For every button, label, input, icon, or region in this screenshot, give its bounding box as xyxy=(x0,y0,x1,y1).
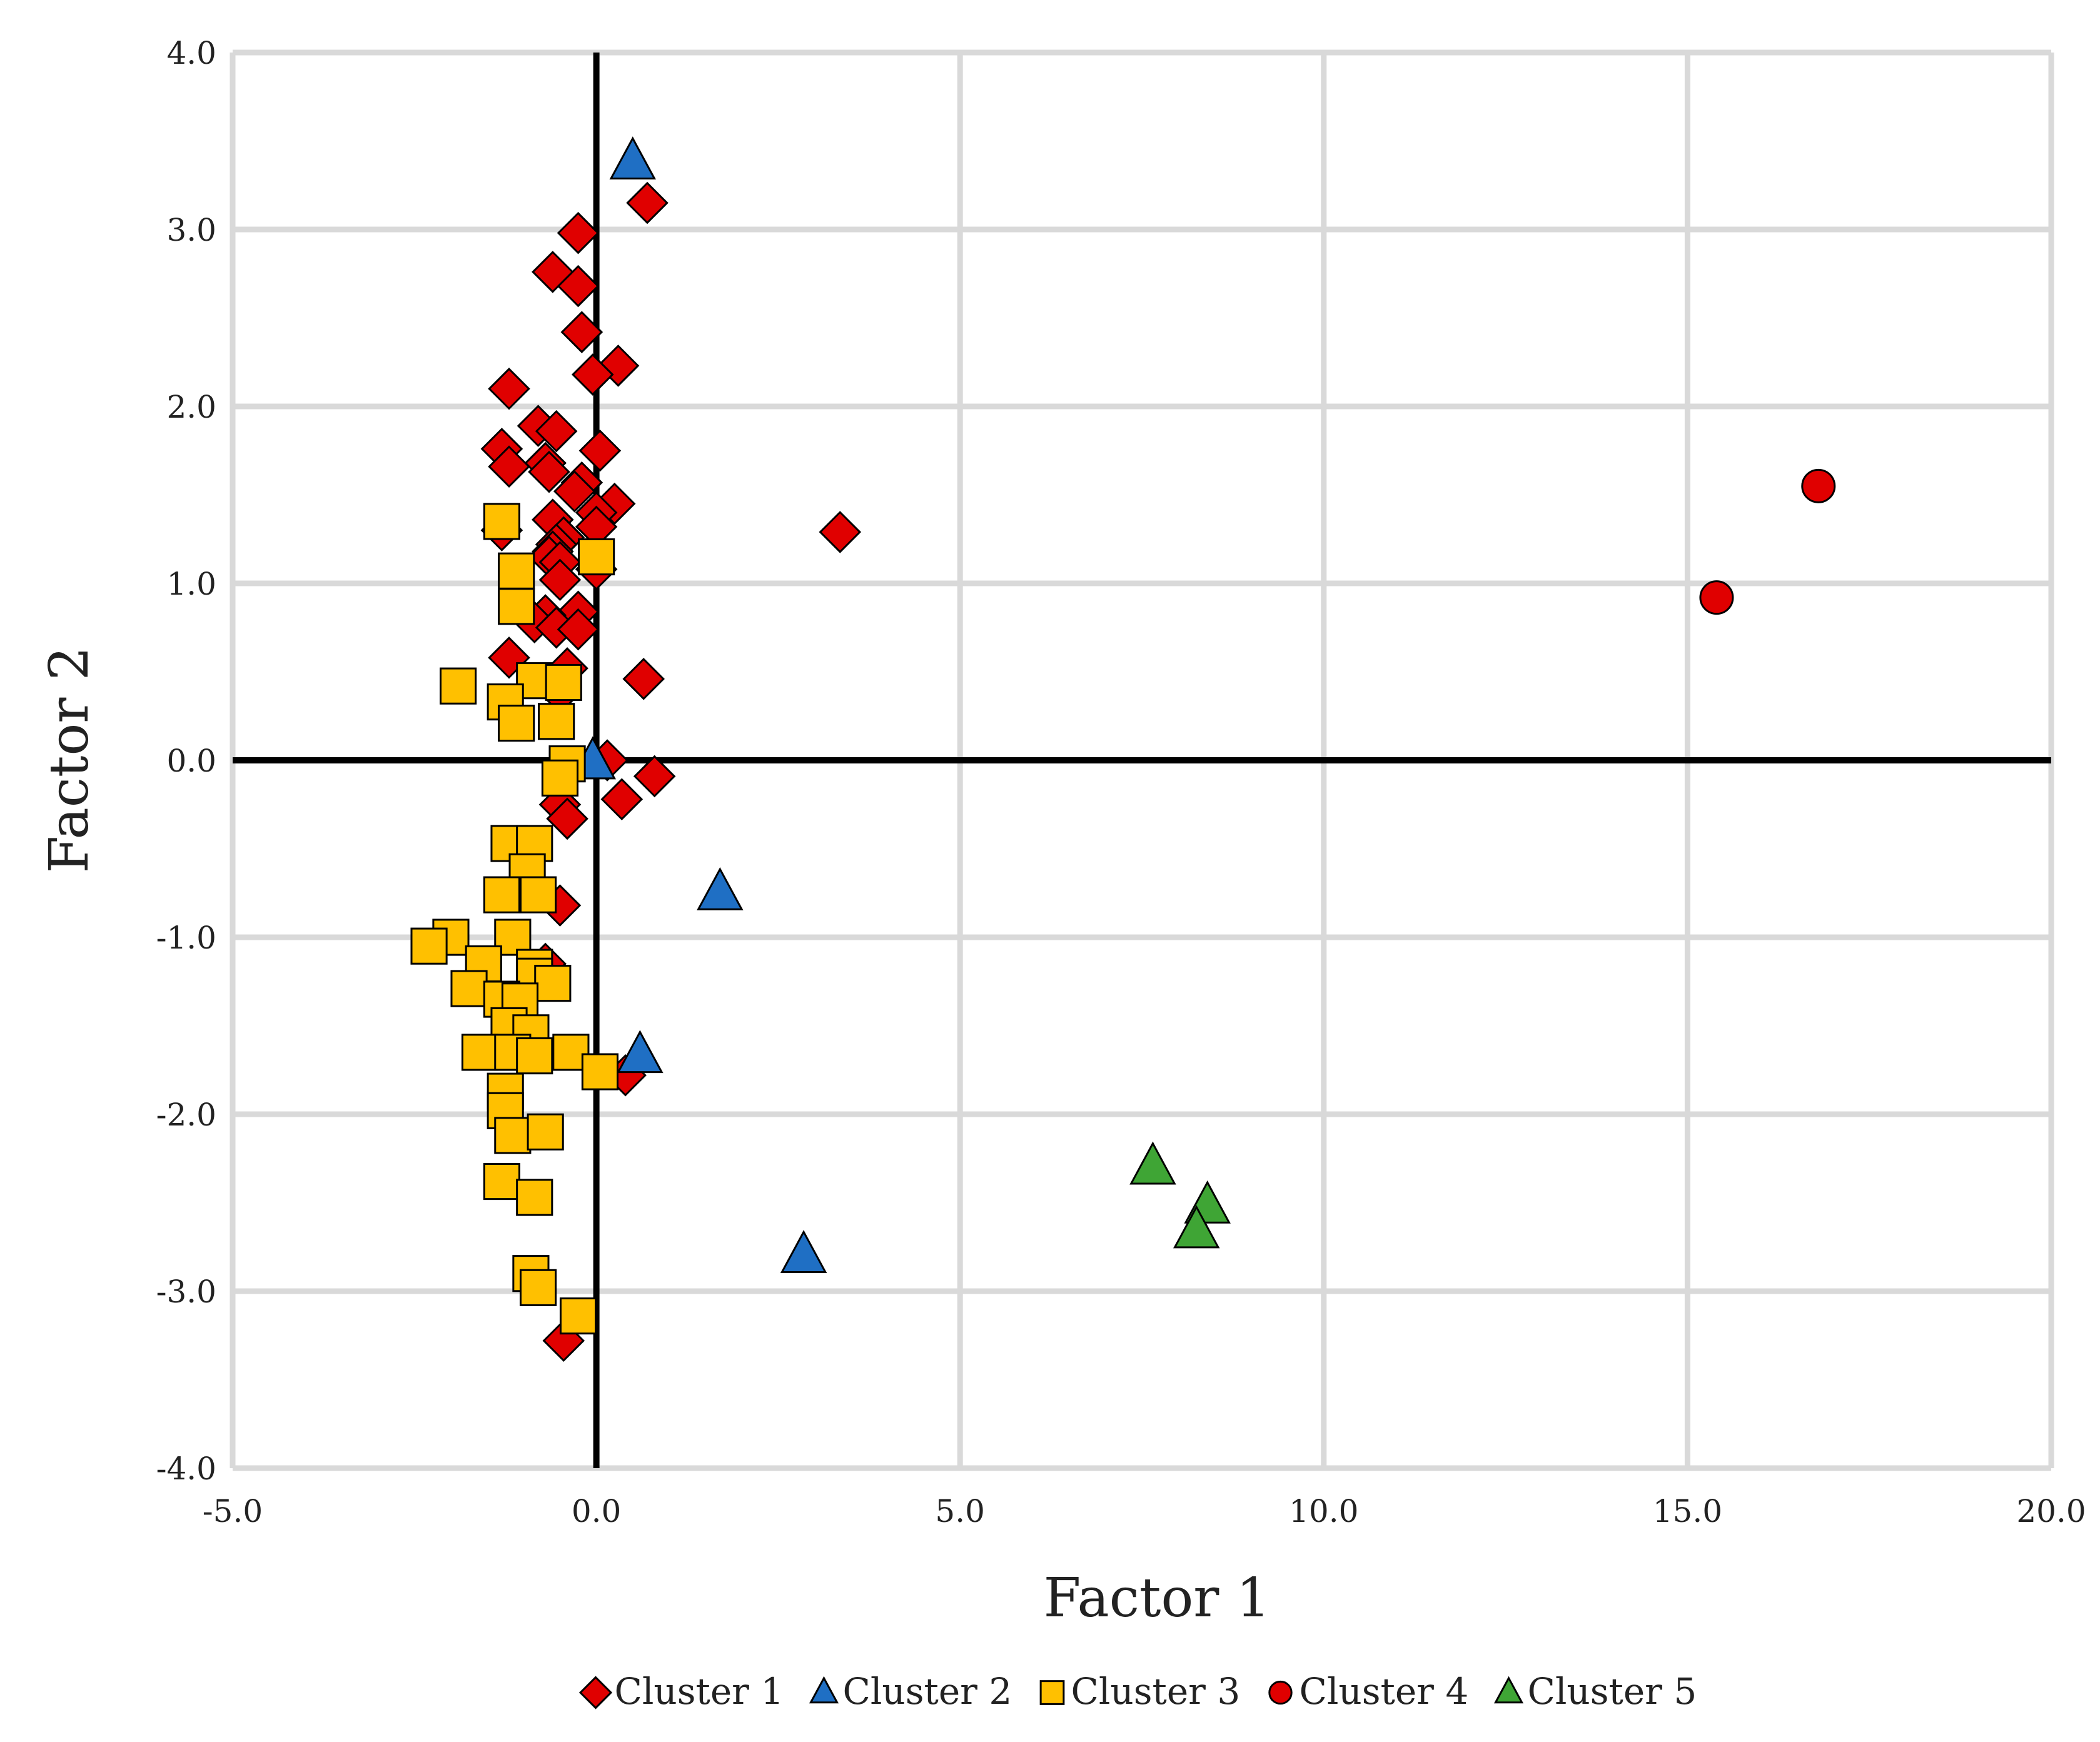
legend-label: Cluster 5 xyxy=(1528,1670,1697,1713)
x-tick-label: 20.0 xyxy=(2016,1493,2086,1529)
data-markers xyxy=(410,136,1836,1362)
reference-lines xyxy=(233,53,2051,1468)
cluster-1-point xyxy=(535,410,578,453)
cluster-1-point xyxy=(578,429,622,472)
x-tick-label: 0.0 xyxy=(572,1493,622,1529)
cluster-1-point xyxy=(633,755,676,798)
legend-marker-cluster-5 xyxy=(1493,1676,1524,1704)
cluster-3-point xyxy=(519,1269,557,1306)
cluster-3-point xyxy=(581,1053,618,1090)
cluster-1-point xyxy=(600,778,644,821)
cluster-1-point xyxy=(538,558,582,602)
cluster-2-point xyxy=(780,1230,827,1273)
cluster-3-point xyxy=(534,965,572,1002)
cluster-3-point xyxy=(498,552,535,590)
legend-item-cluster-3: Cluster 3 xyxy=(1039,1670,1241,1713)
cluster-2-point xyxy=(609,136,656,179)
y-tick-label: 1.0 xyxy=(166,566,216,602)
cluster-3-point xyxy=(483,503,520,540)
y-tick-label: -1.0 xyxy=(156,920,216,956)
legend-marker-cluster-3 xyxy=(1039,1680,1065,1705)
cluster-3-point xyxy=(516,1037,553,1075)
legend-label: Cluster 1 xyxy=(615,1670,784,1713)
cluster-3-point xyxy=(461,1034,499,1071)
x-tick-label: 15.0 xyxy=(1653,1493,1722,1529)
x-tick-label: 5.0 xyxy=(935,1493,985,1529)
y-tick-label: 3.0 xyxy=(166,212,216,248)
cluster-3-point xyxy=(559,1297,597,1335)
cluster-3-point xyxy=(494,1117,532,1154)
cluster-3-point xyxy=(450,970,488,1007)
cluster-3-point xyxy=(545,663,582,702)
y-tick-label: -4.0 xyxy=(156,1451,216,1487)
cluster-2-point xyxy=(617,1030,664,1074)
y-tick-label: -3.0 xyxy=(156,1274,216,1310)
y-tick-label: -2.0 xyxy=(156,1097,216,1133)
cluster-1-point xyxy=(557,264,600,308)
legend-item-cluster-5: Cluster 5 xyxy=(1493,1670,1697,1713)
legend-item-cluster-4: Cluster 4 xyxy=(1268,1670,1469,1713)
legend-item-cluster-2: Cluster 2 xyxy=(809,1670,1012,1713)
cluster-1-point xyxy=(546,797,588,840)
cluster-3-point xyxy=(483,1162,520,1201)
cluster-1-point xyxy=(819,511,862,553)
cluster-3-point xyxy=(483,876,520,914)
tick-labels: -5.0 0.0 5.0 10.0 15.0 20.0 4.0 3.0 2.0 1.0 0.0 -1.… xyxy=(156,35,2086,1529)
y-tick-label: 2.0 xyxy=(166,389,216,425)
legend-item-cluster-1: Cluster 1 xyxy=(578,1670,784,1713)
cluster-1-point xyxy=(626,181,669,224)
cluster-2-point xyxy=(697,867,744,910)
cluster-1-point xyxy=(488,367,530,410)
cluster-1-point xyxy=(557,211,600,254)
legend-marker-cluster-2 xyxy=(809,1676,839,1704)
cluster-1-point xyxy=(622,658,665,700)
cluster-3-point xyxy=(578,538,615,576)
cluster-1-point xyxy=(560,311,603,353)
legend-label: Cluster 2 xyxy=(843,1670,1012,1713)
x-tick-label: 10.0 xyxy=(1289,1493,1358,1529)
legend-marker-cluster-4 xyxy=(1268,1680,1293,1705)
cluster-3-point xyxy=(498,588,535,625)
legend-marker-cluster-1 xyxy=(578,1676,613,1709)
cluster-1-point xyxy=(553,470,596,513)
cluster-3-point xyxy=(440,667,477,705)
cluster-3-point xyxy=(498,704,535,742)
cluster-1-point xyxy=(488,637,530,679)
cluster-4-point xyxy=(1699,580,1734,615)
cluster-3-point xyxy=(538,703,575,740)
y-tick-label: 4.0 xyxy=(166,35,216,71)
cluster-5-point xyxy=(1173,1205,1220,1249)
cluster-3-point xyxy=(519,876,557,914)
cluster-4-point xyxy=(1801,468,1836,503)
cluster-1-point xyxy=(557,608,600,651)
cluster-3-point xyxy=(541,759,579,797)
cluster-3-point xyxy=(527,1113,564,1150)
y-axis-title: Factor 2 xyxy=(38,647,101,874)
legend-label: Cluster 3 xyxy=(1071,1670,1241,1713)
cluster-3-point xyxy=(410,927,448,965)
cluster-5-point xyxy=(1129,1141,1176,1185)
x-axis-title: Factor 1 xyxy=(1044,1567,1271,1629)
legend: Cluster 1 Cluster 2 Cluster 3 Cluster 4 Clus… xyxy=(578,1670,1697,1713)
x-tick-label: -5.0 xyxy=(203,1493,263,1529)
y-tick-label: 0.0 xyxy=(166,743,216,779)
cluster-3-point xyxy=(516,1179,553,1216)
legend-label: Cluster 4 xyxy=(1300,1670,1469,1713)
cluster-1-point xyxy=(528,450,570,493)
cluster-1-point xyxy=(488,445,530,488)
cluster-1-point xyxy=(571,353,614,396)
